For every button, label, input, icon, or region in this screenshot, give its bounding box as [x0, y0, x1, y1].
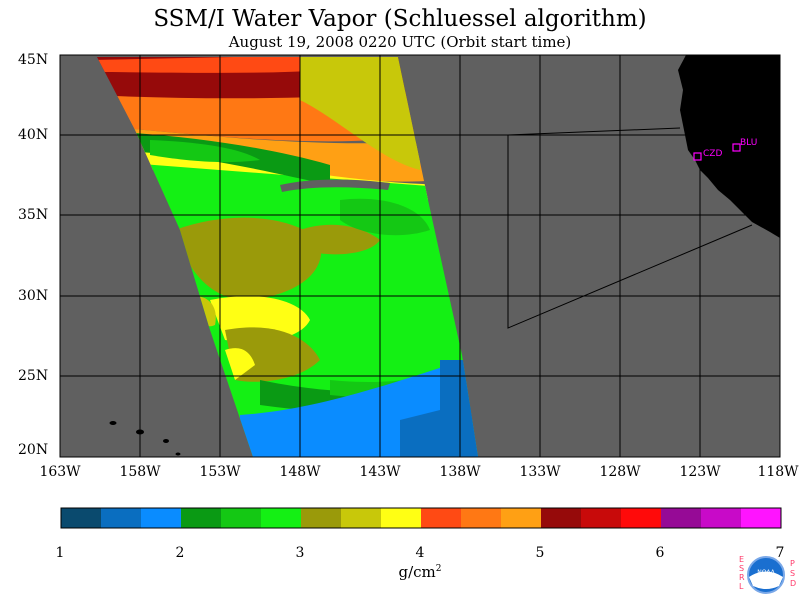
colorbar-swatch	[701, 508, 741, 528]
no-data-streak	[280, 179, 390, 192]
colorbar-swatch	[221, 508, 261, 528]
colorbar-swatch	[541, 508, 581, 528]
colorbar-swatch	[421, 508, 461, 528]
vapor-band	[150, 140, 260, 163]
vapor-band	[300, 57, 420, 170]
boundary-line	[507, 135, 753, 329]
esrl-vertical-text: ES RL	[739, 555, 745, 591]
colorbar-swatch	[381, 508, 421, 528]
colorbar-swatch	[461, 508, 501, 528]
colorbar-swatch	[141, 508, 181, 528]
colorbar-swatch	[661, 508, 701, 528]
colorbar-swatch	[501, 508, 541, 528]
svg-text:L: L	[739, 582, 744, 591]
region-boundary	[507, 127, 753, 329]
lon-label: 163W	[39, 464, 81, 480]
lon-label: 143W	[359, 464, 401, 480]
colorbar-swatch	[101, 508, 141, 528]
lon-label: 148W	[279, 464, 321, 480]
lat-label: 35N	[18, 207, 49, 223]
unit-exponent: 2	[435, 564, 442, 574]
colorbar-swatch	[181, 508, 221, 528]
noaa-esrl-psd-logo: ES RL PS D NOAA	[739, 555, 796, 594]
lon-label: 123W	[679, 464, 721, 480]
colorbar-tick: 4	[415, 545, 425, 561]
lat-label: 45N	[18, 52, 49, 68]
california-coast	[678, 55, 780, 238]
svg-text:S: S	[739, 564, 744, 573]
colorbar-tick: 1	[55, 545, 65, 561]
lon-label: 138W	[439, 464, 481, 480]
map-frame	[59, 54, 781, 458]
colorbar-swatch	[341, 508, 381, 528]
colorbar	[60, 507, 782, 529]
lat-label: 20N	[18, 442, 49, 458]
vapor-band	[300, 224, 380, 255]
colorbar-unit: g/cm2	[0, 563, 800, 581]
psd-vertical-text: PS D	[790, 559, 796, 588]
lon-label: 153W	[199, 464, 241, 480]
hawaiian-island	[109, 421, 117, 425]
lat-label: 30N	[18, 288, 49, 304]
boundary-line	[507, 127, 681, 136]
svg-text:S: S	[790, 569, 795, 578]
station-label: CZD	[703, 149, 722, 159]
colorbar-swatch	[741, 508, 781, 528]
lat-label: 40N	[18, 127, 49, 143]
colorbar-tick: 5	[535, 545, 545, 561]
vapor-band	[175, 217, 322, 300]
colorbar-swatch	[621, 508, 661, 528]
colorbar-tick: 3	[295, 545, 305, 561]
map-subtitle: August 19, 2008 0220 UTC (Orbit start ti…	[228, 33, 572, 51]
noaa-text: NOAA	[757, 569, 775, 576]
svg-text:P: P	[790, 559, 795, 568]
svg-text:R: R	[739, 573, 745, 582]
lon-label: 118W	[757, 464, 799, 480]
svg-text:D: D	[790, 579, 796, 588]
station-marker	[732, 143, 741, 152]
hawaiian-island	[163, 439, 169, 443]
colorbar-frame	[60, 507, 782, 529]
lon-label: 133W	[519, 464, 561, 480]
grid-lines	[60, 55, 780, 457]
svg-text:E: E	[739, 555, 744, 564]
noaa-bird-icon	[749, 571, 783, 589]
vapor-band	[225, 348, 255, 380]
map-title: SSM/I Water Vapor (Schluessel algorithm)	[153, 6, 647, 32]
vapor-band	[97, 57, 330, 73]
lon-label: 128W	[599, 464, 641, 480]
lon-label: 158W	[119, 464, 161, 480]
lat-label: 25N	[18, 368, 49, 384]
colorbar-swatch	[301, 508, 341, 528]
colorbar-swatch	[61, 508, 101, 528]
hawaiian-island	[175, 452, 181, 456]
colorbar-swatch	[261, 508, 301, 528]
station-marker	[693, 152, 702, 161]
station-label: BLU	[740, 138, 757, 148]
colorbar-tick: 6	[655, 545, 665, 561]
satellite-swath	[97, 57, 478, 457]
colorbar-tick: 7	[775, 545, 785, 561]
colorbar-tick: 2	[175, 545, 185, 561]
unit-base: g/cm	[398, 563, 436, 581]
colorbar-swatch	[581, 508, 621, 528]
vapor-band	[340, 198, 430, 236]
